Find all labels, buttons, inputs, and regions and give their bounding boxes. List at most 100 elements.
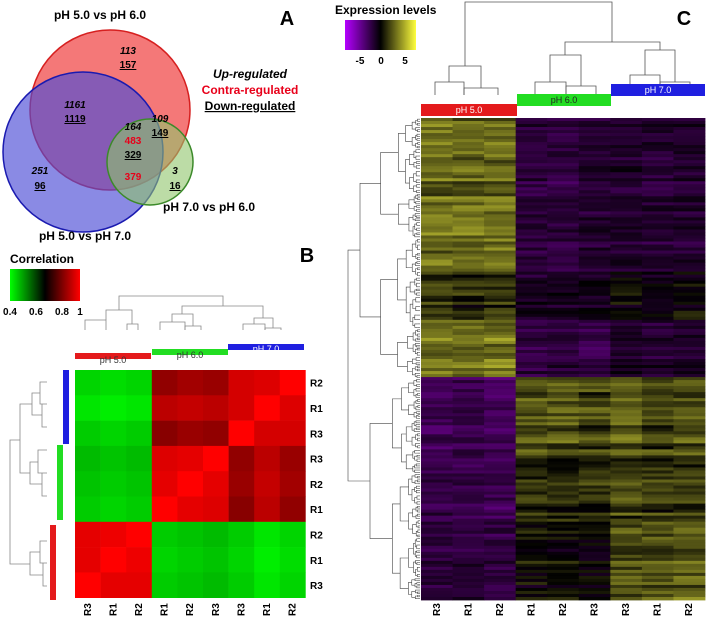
expression-cell (515, 238, 548, 242)
dendrogram-branch (416, 411, 418, 414)
expression-cell (452, 488, 485, 492)
expression-cell (673, 301, 706, 306)
expression-cell (421, 142, 453, 146)
correlation-cell (151, 420, 178, 447)
expression-cell (452, 365, 485, 369)
expression-cell (578, 443, 611, 447)
expression-cell (673, 524, 706, 529)
expression-cell (484, 461, 517, 465)
expression-cell (452, 362, 485, 366)
expression-cell (673, 494, 706, 498)
expression-cell (515, 521, 548, 526)
expression-cell (673, 509, 706, 514)
correlation-cell (100, 370, 127, 396)
dendrogram-branch (412, 508, 416, 518)
expression-cell (641, 322, 674, 327)
expression-cell (673, 572, 706, 577)
expression-cell (484, 407, 517, 411)
expression-cell (641, 304, 674, 309)
venn-top-right-up: 109 (152, 114, 169, 125)
correlation-cell (254, 521, 281, 548)
dendrogram-branch (413, 401, 416, 409)
expression-cell (610, 392, 643, 396)
expression-cell (421, 512, 453, 517)
dendrogram-branch (414, 233, 417, 238)
expression-cell (578, 476, 611, 480)
expression-cell (452, 163, 485, 167)
expression-cell (610, 325, 643, 330)
expression-cell (673, 289, 706, 294)
expression-cell (641, 292, 674, 297)
expression-cell (547, 280, 580, 285)
expression-cell (484, 172, 517, 176)
correlation-column-label: R2 (134, 603, 145, 616)
expression-cell (421, 431, 453, 435)
expression-cell (421, 166, 453, 170)
expression-cell (547, 223, 580, 227)
expression-cell (515, 485, 548, 489)
expression-cell (641, 178, 674, 182)
dendrogram-branch (359, 182, 381, 318)
expression-cell (515, 304, 548, 309)
expression-cell (547, 509, 580, 514)
dendrogram-branch (415, 434, 418, 440)
expression-cell (452, 190, 485, 194)
expression-cell (641, 470, 674, 474)
correlation-cell (279, 395, 306, 421)
correlation-cell (203, 370, 229, 396)
expression-cell (673, 407, 706, 411)
venn-circle-ph7-vs-ph6 (106, 118, 194, 206)
correlation-row-label: R2 (310, 480, 323, 491)
expression-cell (452, 337, 485, 342)
correlation-cell (100, 496, 127, 523)
expression-cell (610, 554, 643, 559)
expression-cell (673, 533, 706, 538)
expression-cell (421, 277, 453, 282)
dendrogram-branch (416, 288, 418, 291)
expression-cell (578, 389, 611, 393)
expression-cell (421, 196, 453, 200)
expression-cell (421, 569, 453, 574)
dendrogram-branch (401, 433, 407, 463)
expression-cell (673, 142, 706, 146)
expression-cell (547, 371, 580, 375)
expression-cell (421, 319, 453, 324)
expression-cell (610, 241, 643, 245)
expression-cell (484, 295, 517, 300)
expression-cell (484, 416, 517, 420)
expression-cell (515, 346, 548, 351)
expression-cell (673, 410, 706, 414)
expression-cell (452, 343, 485, 348)
expression-cell (610, 506, 643, 511)
expression-cell (484, 548, 517, 553)
expression-cell (673, 368, 706, 372)
expression-cell (610, 124, 643, 128)
expression-cell (484, 557, 517, 562)
expression-cell (610, 479, 643, 483)
expression-cell (578, 380, 611, 384)
expression-cell (641, 175, 674, 179)
corr-group-label-ph7: pH 7.0 (253, 344, 280, 354)
expression-cell (547, 551, 580, 556)
dendrogram-branch (417, 534, 419, 538)
expression-cell (547, 148, 580, 152)
dendrogram-branch (408, 404, 415, 416)
expression-cell (641, 362, 674, 366)
expression-cell (515, 563, 548, 568)
expression-cell (421, 148, 453, 152)
expression-cell (547, 524, 580, 529)
expression-cell (610, 199, 643, 203)
expression-cell (578, 563, 611, 568)
expression-cell (673, 169, 706, 173)
expression-cell (578, 587, 611, 592)
venn-legend-down: Down-regulated (205, 99, 296, 113)
dendrogram-branch (416, 292, 418, 296)
dendrogram-branch (415, 253, 418, 259)
expression-cell (515, 386, 548, 390)
expression-cell (547, 322, 580, 327)
corr-group-bar-ph6 (152, 349, 228, 355)
dendrogram-branch (416, 133, 418, 137)
expression-cell (421, 259, 453, 263)
expression-cell (421, 118, 453, 122)
expression-cell (547, 277, 580, 282)
